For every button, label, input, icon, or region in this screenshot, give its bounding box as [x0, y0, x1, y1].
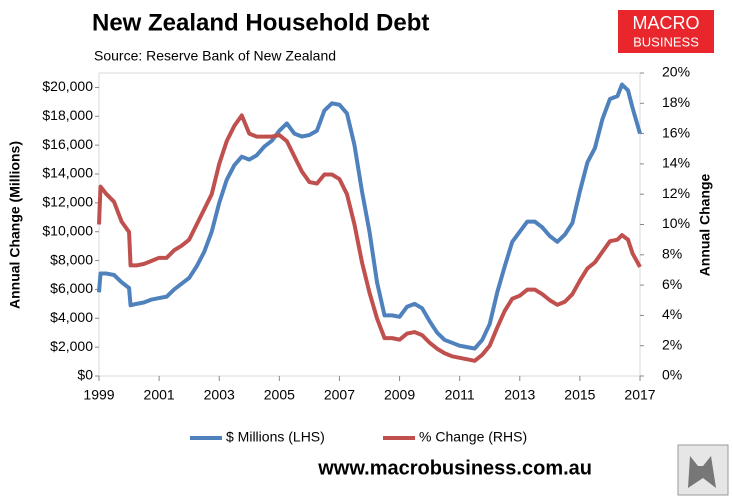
y2-tick-label: 18% [662, 94, 690, 110]
y2-tick-label: 10% [662, 215, 690, 231]
y-tick-label: $10,000 [42, 222, 93, 238]
y2-axis-label: Annual Change [697, 173, 713, 276]
logo-text: BUSINESS [633, 34, 699, 49]
x-tick-label: 2015 [564, 387, 595, 403]
y2-tick-label: 4% [662, 306, 682, 322]
chart-subtitle: Source: Reserve Bank of New Zealand [94, 48, 336, 64]
y-tick-label: $0 [77, 367, 93, 383]
y-tick-label: $8,000 [50, 251, 93, 267]
y2-tick-label: 0% [662, 367, 682, 383]
chart-title: New Zealand Household Debt [92, 9, 429, 36]
y2-tick-label: 6% [662, 276, 682, 292]
y-tick-label: $4,000 [50, 309, 93, 325]
y-tick-label: $12,000 [42, 194, 93, 210]
x-tick-label: 2017 [624, 387, 655, 403]
x-tick-label: 1999 [83, 387, 114, 403]
wolf-icon-shape [688, 456, 716, 488]
x-tick-label: 2011 [445, 387, 475, 403]
x-tick-label: 2003 [204, 387, 235, 403]
footer-url: www.macrobusiness.com.au [317, 457, 592, 479]
x-tick-label: 2007 [324, 387, 355, 403]
y2-tick-label: 16% [662, 124, 690, 140]
y-axis-label: Annual Change (Millions) [7, 141, 23, 309]
logo-text: MACRO [633, 13, 700, 33]
y-tick-label: $18,000 [42, 107, 93, 123]
y-tick-label: $20,000 [42, 78, 93, 94]
x-tick-label: 2013 [504, 387, 535, 403]
legend-label: % Change (RHS) [419, 429, 527, 445]
y2-tick-label: 12% [662, 185, 690, 201]
data-line [97, 82, 642, 351]
x-tick-label: 2009 [384, 387, 415, 403]
y2-tick-label: 8% [662, 246, 682, 262]
y-tick-label: $2,000 [50, 338, 93, 354]
x-tick-label: 2005 [264, 387, 295, 403]
y2-tick-label: 14% [662, 155, 690, 171]
y-tick-label: $14,000 [42, 165, 93, 181]
y-tick-label: $6,000 [50, 280, 93, 296]
data-line [97, 113, 642, 363]
y-tick-label: $16,000 [42, 136, 93, 152]
y2-tick-label: 20% [662, 64, 690, 80]
legend-label: $ Millions (LHS) [226, 429, 325, 445]
x-tick-label: 2001 [144, 387, 175, 403]
y2-tick-label: 2% [662, 336, 682, 352]
logo-box [618, 10, 714, 53]
